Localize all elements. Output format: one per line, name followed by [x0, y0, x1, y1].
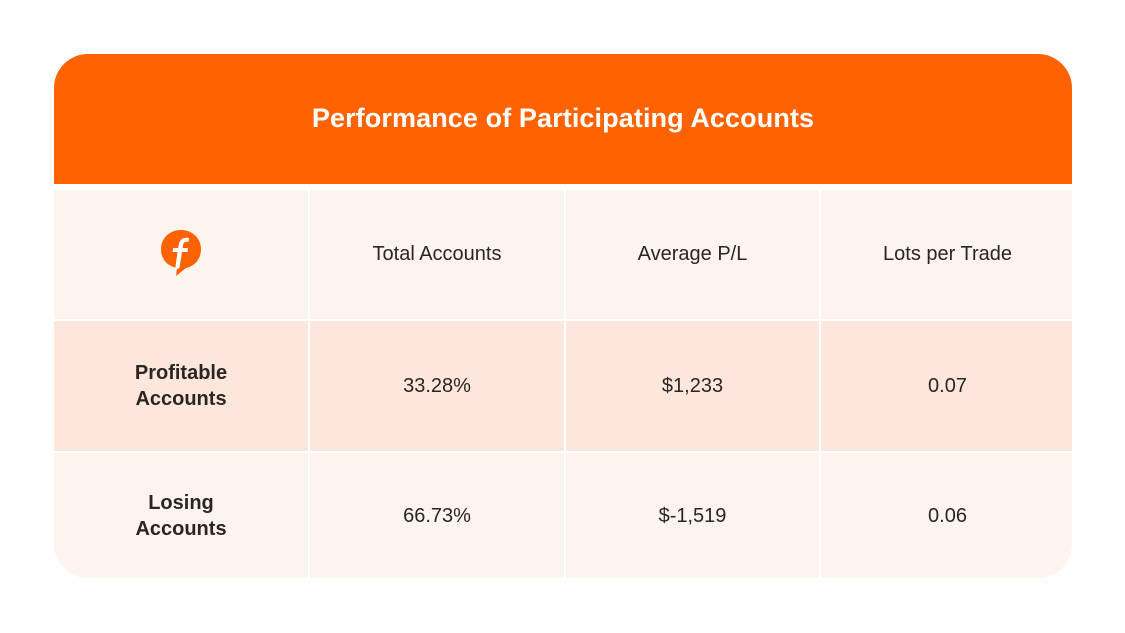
profitable-lots-per-trade: 0.07: [821, 321, 1072, 451]
profitable-total-accounts: 33.28%: [310, 321, 564, 451]
row-label-line: Accounts: [135, 388, 227, 410]
column-header-total-accounts: Total Accounts: [310, 190, 564, 319]
column-header-average-pl: Average P/L: [566, 190, 819, 319]
row-label-profitable: Profitable Accounts: [54, 321, 308, 451]
performance-table: Total Accounts Average P/L Lots per Trad…: [54, 190, 1072, 578]
profitable-average-pl: $1,233: [566, 321, 819, 451]
losing-total-accounts: 66.73%: [310, 453, 564, 578]
losing-lots-per-trade: 0.06: [821, 453, 1072, 578]
losing-average-pl: $-1,519: [566, 453, 819, 578]
row-label-losing: Losing Accounts: [54, 453, 308, 578]
column-header-lots-per-trade: Lots per Trade: [821, 190, 1072, 319]
logo-cell: [54, 190, 308, 319]
row-label-line: Accounts: [135, 518, 227, 540]
brand-f-speech-bubble-icon: [161, 229, 201, 276]
row-label-line: Losing: [148, 492, 214, 514]
table-title-band: Performance of Participating Accounts: [54, 54, 1072, 184]
table-title: Performance of Participating Accounts: [311, 102, 815, 133]
row-label-line: Profitable: [134, 362, 228, 384]
performance-table-card: Performance of Participating Accounts To…: [54, 54, 1072, 578]
